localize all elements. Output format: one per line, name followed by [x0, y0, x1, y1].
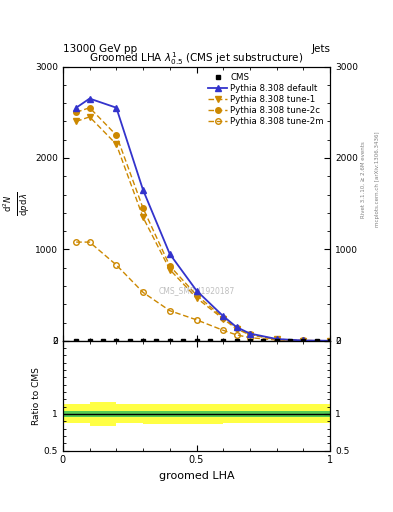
Pythia 8.308 tune-2m [141, 289, 145, 295]
Pythia 8.308 default [274, 336, 279, 342]
Pythia 8.308 default [248, 330, 252, 336]
Pythia 8.308 tune-2c [114, 132, 119, 138]
Pythia 8.308 tune-1 [221, 316, 226, 322]
Pythia 8.308 tune-2m [87, 239, 92, 245]
Pythia 8.308 default [141, 187, 145, 193]
CMS [274, 338, 279, 344]
X-axis label: groomed LHA: groomed LHA [159, 471, 234, 481]
Line: Pythia 8.308 default: Pythia 8.308 default [73, 95, 333, 344]
CMS [114, 338, 119, 344]
Pythia 8.308 tune-2m [114, 262, 119, 268]
Pythia 8.308 tune-2c [248, 331, 252, 337]
Pythia 8.308 tune-1 [248, 332, 252, 338]
Line: Pythia 8.308 tune-2c: Pythia 8.308 tune-2c [73, 105, 333, 344]
Text: mcplots.cern.ch [arXiv:1306.3436]: mcplots.cern.ch [arXiv:1306.3436] [375, 132, 380, 227]
CMS [234, 338, 239, 344]
Pythia 8.308 tune-2m [328, 338, 332, 344]
Pythia 8.308 tune-1 [87, 114, 92, 120]
Pythia 8.308 default [221, 313, 226, 319]
Pythia 8.308 tune-2c [234, 325, 239, 331]
Pythia 8.308 tune-2c [221, 314, 226, 321]
CMS [141, 338, 145, 344]
Text: CMS_SMP_J1920187: CMS_SMP_J1920187 [158, 287, 235, 296]
Pythia 8.308 tune-2m [167, 308, 172, 314]
Pythia 8.308 tune-2m [301, 337, 306, 344]
Pythia 8.308 tune-2m [194, 317, 199, 323]
CMS [101, 338, 105, 344]
Pythia 8.308 tune-2c [301, 337, 306, 344]
Pythia 8.308 default [167, 251, 172, 257]
CMS [127, 338, 132, 344]
CMS [87, 338, 92, 344]
Text: Rivet 3.1.10, ≥ 2.6M events: Rivet 3.1.10, ≥ 2.6M events [361, 141, 366, 218]
Pythia 8.308 tune-1 [114, 141, 119, 147]
Pythia 8.308 tune-1 [274, 336, 279, 343]
Pythia 8.308 default [114, 104, 119, 111]
Pythia 8.308 tune-2c [74, 109, 79, 115]
Pythia 8.308 tune-2m [74, 239, 79, 245]
CMS [74, 338, 79, 344]
Pythia 8.308 tune-1 [74, 118, 79, 124]
Y-axis label: Ratio to CMS: Ratio to CMS [32, 367, 41, 424]
Pythia 8.308 tune-2m [234, 332, 239, 338]
Pythia 8.308 default [194, 288, 199, 294]
Line: Pythia 8.308 tune-2m: Pythia 8.308 tune-2m [73, 239, 333, 344]
Pythia 8.308 tune-2m [221, 327, 226, 333]
Pythia 8.308 tune-2c [167, 263, 172, 269]
Line: CMS: CMS [74, 338, 332, 343]
Y-axis label: $\mathrm{d}^2 N$
$\overline{\mathrm{d}p\,\mathrm{d}\lambda}$: $\mathrm{d}^2 N$ $\overline{\mathrm{d}p\… [2, 191, 32, 216]
CMS [181, 338, 185, 344]
CMS [248, 338, 252, 344]
Pythia 8.308 tune-2c [194, 292, 199, 298]
Pythia 8.308 default [234, 324, 239, 330]
Pythia 8.308 tune-2c [328, 338, 332, 344]
Line: Pythia 8.308 tune-1: Pythia 8.308 tune-1 [73, 114, 333, 344]
CMS [328, 338, 332, 344]
Text: 13000 GeV pp: 13000 GeV pp [63, 44, 137, 54]
Pythia 8.308 tune-2c [141, 205, 145, 211]
CMS [154, 338, 159, 344]
Pythia 8.308 default [74, 104, 79, 111]
Title: Groomed LHA $\lambda^{1}_{0.5}$ (CMS jet substructure): Groomed LHA $\lambda^{1}_{0.5}$ (CMS jet… [89, 50, 304, 67]
CMS [194, 338, 199, 344]
Pythia 8.308 tune-1 [141, 215, 145, 221]
CMS [288, 338, 292, 344]
CMS [301, 338, 306, 344]
Pythia 8.308 default [301, 337, 306, 344]
Pythia 8.308 tune-2m [248, 334, 252, 340]
Pythia 8.308 default [87, 95, 92, 101]
Pythia 8.308 tune-1 [328, 338, 332, 344]
Pythia 8.308 tune-1 [167, 266, 172, 272]
CMS [261, 338, 266, 344]
Text: Jets: Jets [311, 44, 330, 54]
Pythia 8.308 tune-2m [274, 337, 279, 343]
Pythia 8.308 tune-1 [234, 326, 239, 332]
CMS [167, 338, 172, 344]
Pythia 8.308 tune-1 [301, 337, 306, 344]
Pythia 8.308 tune-2c [87, 104, 92, 111]
CMS [314, 338, 319, 344]
Pythia 8.308 tune-1 [194, 295, 199, 301]
Pythia 8.308 default [328, 338, 332, 344]
Legend: CMS, Pythia 8.308 default, Pythia 8.308 tune-1, Pythia 8.308 tune-2c, Pythia 8.3: CMS, Pythia 8.308 default, Pythia 8.308 … [206, 71, 326, 128]
Pythia 8.308 tune-2c [274, 336, 279, 342]
CMS [221, 338, 226, 344]
CMS [208, 338, 212, 344]
